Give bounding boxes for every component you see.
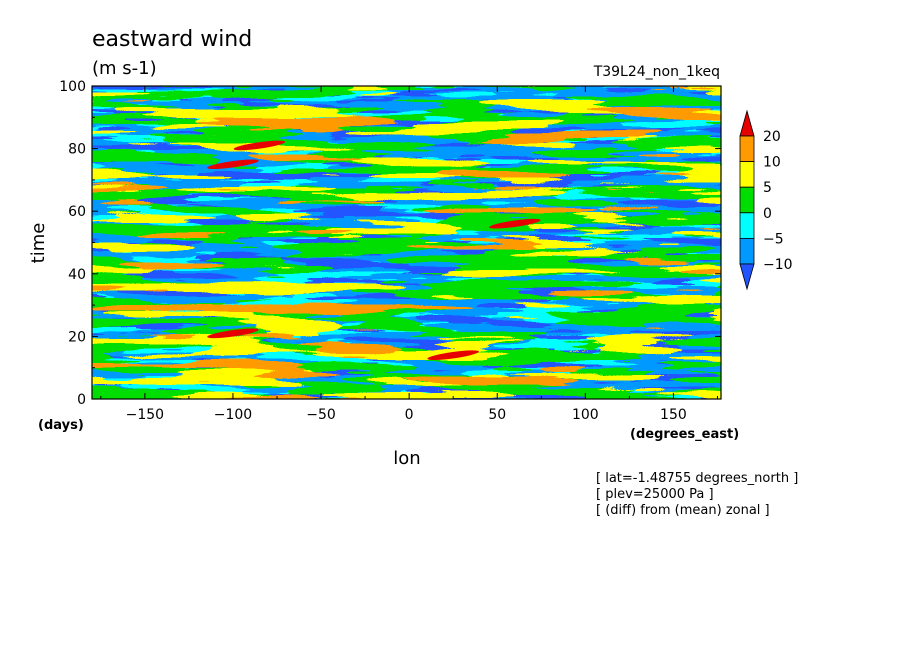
colorbar-tick-label: −10 [763,257,793,273]
heatmap-area [92,86,721,399]
note-lat: [ lat=-1.48755 degrees_north ] [596,471,798,486]
y-tick-label: 80 [68,142,86,158]
wind-streak-4 [233,140,286,151]
colorbar-segment [739,212,755,239]
y-tick-label: 40 [68,267,86,283]
colorbar-tick-label: −5 [763,231,784,247]
colorbar-tick-label: 10 [763,155,781,171]
colorbar-tick-label: 5 [763,180,772,196]
y-axis: 0 20 40 60 80 100 [59,79,721,408]
colorbar-segment [739,135,755,163]
x-tick-label: 50 [488,407,506,423]
colorbar-segment [739,237,755,265]
x-axis: −150 −100 −50 0 50 100 150 [100,86,718,423]
x-tick-label: −150 [126,407,164,423]
x-axis-label: lon [393,448,420,469]
wind-streak-1 [427,350,479,360]
band-10 [92,86,721,399]
y-tick-label: 100 [59,79,86,95]
wind-streak-3 [207,159,259,170]
x-tick-label: 100 [572,407,599,423]
y-unit-label: (days) [38,418,84,433]
x-tick-label: 150 [660,407,687,423]
colorbar-bottom-triangle [739,263,755,291]
run-label: T39L24_non_1keq [593,64,720,80]
colorbar-top-triangle [739,109,755,137]
colorbar: 20 10 5 0 −5 −10 [739,109,793,291]
x-tick-label: −50 [306,407,336,423]
y-tick-label: 20 [68,329,86,345]
colorbar-segment [739,186,755,214]
colorbar-tick-label: 0 [763,206,772,222]
wind-streak-0 [207,328,259,339]
colorbar-segment [739,161,755,188]
x-unit-label: (degrees_east) [630,427,739,442]
wind-streak-2 [489,218,541,229]
chart-title: eastward wind [92,27,252,52]
y-tick-label: 60 [68,204,86,220]
colorbar-tick-label: 20 [763,129,781,145]
note-plev: [ plev=25000 Pa ] [596,487,714,502]
y-axis-label: time [28,223,49,264]
x-tick-label: −100 [214,407,252,423]
note-diff: [ (diff) from (mean) zonal ] [596,503,770,518]
chart-units: (m s-1) [92,58,157,79]
x-tick-label: 0 [405,407,414,423]
y-tick-label: 0 [77,392,86,408]
